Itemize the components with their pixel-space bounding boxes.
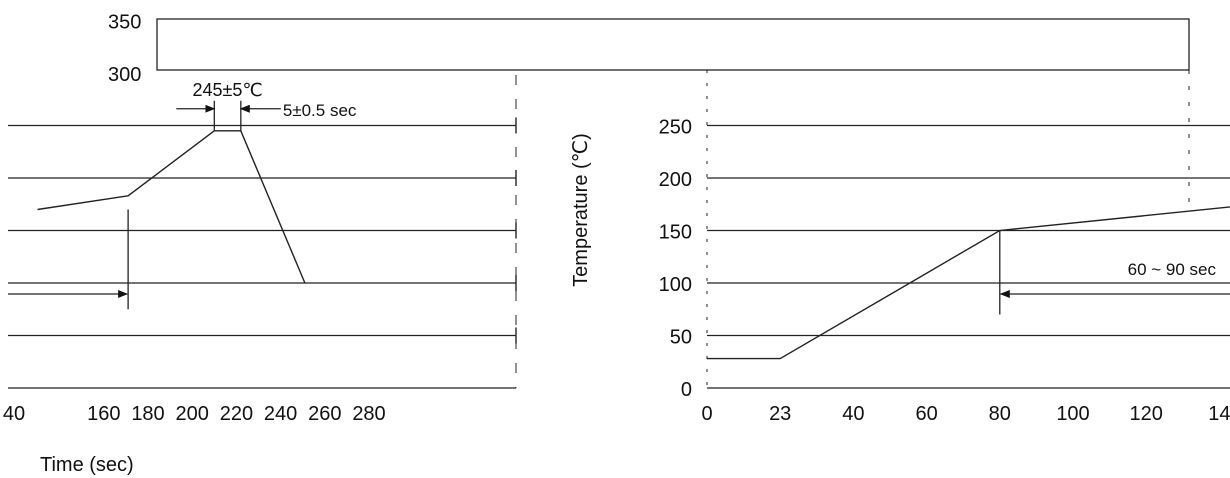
x-tick-label: 0 xyxy=(701,403,712,425)
y-tick-label-top: 350 xyxy=(108,12,141,34)
x-tick-label: 240 xyxy=(264,403,297,425)
x-tick-label: 40 xyxy=(842,403,864,425)
y-tick-label: 50 xyxy=(670,327,692,349)
x-tick-label: 14 xyxy=(1208,403,1230,425)
peak-temp-label: 245±5℃ xyxy=(192,80,262,100)
x-tick-label: 60 xyxy=(915,403,937,425)
x-tick-label: 260 xyxy=(308,403,341,425)
x-tick-label: 280 xyxy=(352,403,385,425)
y-axis-label: Temperature (℃) xyxy=(570,133,592,287)
y-tick-label: 100 xyxy=(659,274,692,296)
y-tick-label: 0 xyxy=(681,379,692,401)
x-tick-label: 80 xyxy=(989,403,1011,425)
duration-label-right: 60 ~ 90 sec xyxy=(1128,260,1217,279)
x-tick-label: 200 xyxy=(176,403,209,425)
x-tick-label: 180 xyxy=(131,403,164,425)
y-tick-label: 150 xyxy=(659,222,692,244)
profile-line-right xyxy=(707,206,1230,360)
x-tick-label: 40 xyxy=(3,403,25,425)
y-tick-label: 250 xyxy=(659,117,692,139)
x-tick-label: 120 xyxy=(1130,403,1163,425)
y-tick-label: 200 xyxy=(659,169,692,191)
x-axis-label: Time (sec) xyxy=(40,454,134,476)
x-tick-label: 160 xyxy=(87,403,120,425)
peak-duration-label: 5±0.5 sec xyxy=(283,101,357,120)
x-tick-label: 220 xyxy=(220,403,253,425)
x-tick-label: 100 xyxy=(1056,403,1089,425)
profile-line-left xyxy=(37,130,306,284)
x-tick-label: 23 xyxy=(769,403,791,425)
y-tick-label-top: 300 xyxy=(108,64,141,86)
top-band-frame xyxy=(156,18,1190,71)
